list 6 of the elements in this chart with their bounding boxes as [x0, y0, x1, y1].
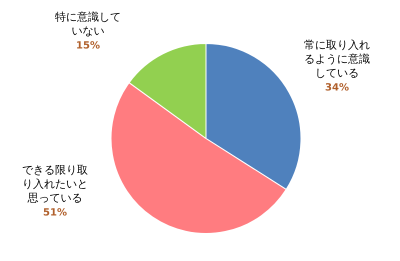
slice-label: 特に意識していない: [55, 10, 121, 38]
data-label: 15%: [76, 40, 100, 52]
slice-label: 常に取り入れるように意識している: [304, 38, 370, 80]
data-label: 34%: [325, 82, 349, 94]
data-label: 51%: [43, 208, 67, 219]
slice-label: できる限り取り入れたいと思っている: [22, 163, 88, 204]
